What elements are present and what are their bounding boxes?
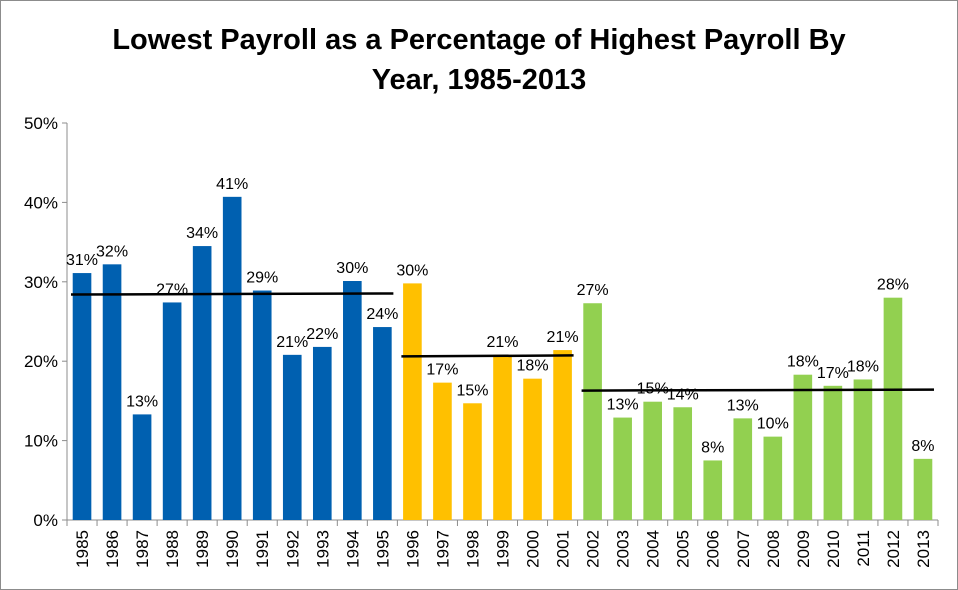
bar bbox=[463, 403, 482, 520]
x-tick-label: 1997 bbox=[433, 530, 452, 568]
x-tick-label: 2001 bbox=[554, 530, 573, 568]
bar bbox=[282, 354, 302, 520]
x-tick-label: 2000 bbox=[524, 530, 543, 568]
x-tick-label: 2011 bbox=[854, 530, 873, 567]
x-tick-label: 1989 bbox=[193, 530, 212, 568]
data-label: 8% bbox=[701, 439, 724, 456]
bar bbox=[312, 346, 332, 520]
data-label: 34% bbox=[186, 225, 218, 242]
x-tick-label: 2013 bbox=[914, 530, 933, 568]
data-label: 24% bbox=[366, 306, 398, 323]
data-label: 14% bbox=[667, 386, 699, 403]
bar bbox=[493, 354, 512, 520]
bar bbox=[823, 385, 843, 520]
data-label: 17% bbox=[426, 362, 458, 379]
chart-title-line1: Lowest Payroll as a Percentage of Highes… bbox=[112, 24, 846, 56]
x-tick-label: 2005 bbox=[674, 530, 693, 568]
bar bbox=[343, 281, 362, 520]
bar bbox=[523, 378, 542, 520]
y-tick-label: 50% bbox=[24, 114, 58, 133]
y-tick-label: 30% bbox=[24, 273, 58, 292]
bar bbox=[763, 436, 783, 520]
bar bbox=[673, 407, 693, 520]
x-tick-label: 1988 bbox=[163, 530, 182, 568]
data-label: 17% bbox=[817, 365, 849, 382]
data-label: 13% bbox=[607, 397, 639, 414]
bar bbox=[373, 327, 392, 520]
x-tick-label: 2009 bbox=[794, 530, 813, 568]
x-tick-label: 1998 bbox=[463, 530, 482, 568]
x-tick-label: 2008 bbox=[764, 530, 783, 568]
y-tick-label: 0% bbox=[33, 511, 58, 530]
x-tick-label: 1993 bbox=[313, 530, 332, 568]
data-label: 21% bbox=[486, 334, 518, 351]
data-label: 27% bbox=[156, 281, 188, 298]
x-tick-label: 2006 bbox=[704, 530, 723, 568]
x-tick-label: 1987 bbox=[133, 530, 152, 568]
bar bbox=[913, 458, 933, 520]
bar bbox=[613, 417, 632, 520]
average-line bbox=[581, 388, 935, 392]
average-line bbox=[70, 292, 394, 296]
bar bbox=[222, 196, 242, 521]
data-label: 8% bbox=[911, 438, 934, 455]
x-tick-label: 2003 bbox=[614, 530, 633, 568]
data-label: 18% bbox=[847, 358, 879, 375]
x-tick-label: 2004 bbox=[644, 530, 663, 568]
bar bbox=[162, 302, 182, 520]
chart-title: Lowest Payroll as a Percentage of Highes… bbox=[0, 20, 958, 100]
average-line bbox=[401, 354, 574, 358]
y-tick-label: 40% bbox=[24, 193, 58, 212]
data-label: 22% bbox=[306, 326, 338, 343]
x-tick-label: 1986 bbox=[103, 530, 122, 568]
bar bbox=[403, 283, 422, 520]
x-tick-label: 2007 bbox=[734, 530, 753, 568]
data-label: 10% bbox=[757, 416, 789, 433]
x-tick-label: 1996 bbox=[403, 530, 422, 568]
data-label: 30% bbox=[396, 262, 428, 279]
bar bbox=[553, 350, 572, 520]
data-label: 27% bbox=[577, 282, 609, 299]
data-label: 32% bbox=[96, 243, 128, 260]
bar bbox=[72, 273, 92, 520]
bar bbox=[252, 290, 272, 520]
bar bbox=[853, 379, 873, 520]
x-tick-label: 2002 bbox=[584, 530, 603, 568]
y-tick-label: 20% bbox=[24, 352, 58, 371]
data-label: 29% bbox=[246, 270, 278, 287]
bar bbox=[883, 297, 903, 520]
bar bbox=[583, 303, 602, 520]
bar bbox=[793, 374, 813, 520]
bar bbox=[703, 460, 723, 520]
x-tick-label: 1995 bbox=[373, 530, 392, 568]
data-label: 13% bbox=[727, 397, 759, 414]
x-tick-label: 1992 bbox=[283, 530, 302, 568]
x-tick-label: 2010 bbox=[824, 530, 843, 568]
x-tick-label: 1991 bbox=[253, 530, 272, 568]
x-tick-label: 1990 bbox=[223, 530, 242, 568]
x-tick-label: 1994 bbox=[343, 530, 362, 568]
y-tick-label: 10% bbox=[24, 432, 58, 451]
data-label: 28% bbox=[877, 277, 909, 294]
bar bbox=[132, 414, 152, 520]
bar bbox=[192, 246, 212, 520]
data-label: 15% bbox=[456, 382, 488, 399]
bar bbox=[433, 382, 452, 520]
data-label: 21% bbox=[547, 329, 579, 346]
x-tick-label: 1999 bbox=[494, 530, 513, 568]
data-label: 30% bbox=[336, 260, 368, 277]
chart-title-line2: Year, 1985-2013 bbox=[371, 64, 587, 96]
data-label: 41% bbox=[216, 176, 248, 193]
bar bbox=[733, 418, 753, 520]
x-tick-label: 1985 bbox=[73, 530, 92, 568]
data-label: 18% bbox=[517, 358, 549, 375]
data-label: 18% bbox=[787, 354, 819, 371]
data-label: 31% bbox=[66, 252, 98, 269]
bar bbox=[102, 264, 122, 520]
x-tick-label: 2012 bbox=[884, 530, 903, 568]
data-label: 13% bbox=[126, 393, 158, 410]
data-label: 21% bbox=[276, 334, 308, 351]
bar bbox=[643, 401, 662, 520]
